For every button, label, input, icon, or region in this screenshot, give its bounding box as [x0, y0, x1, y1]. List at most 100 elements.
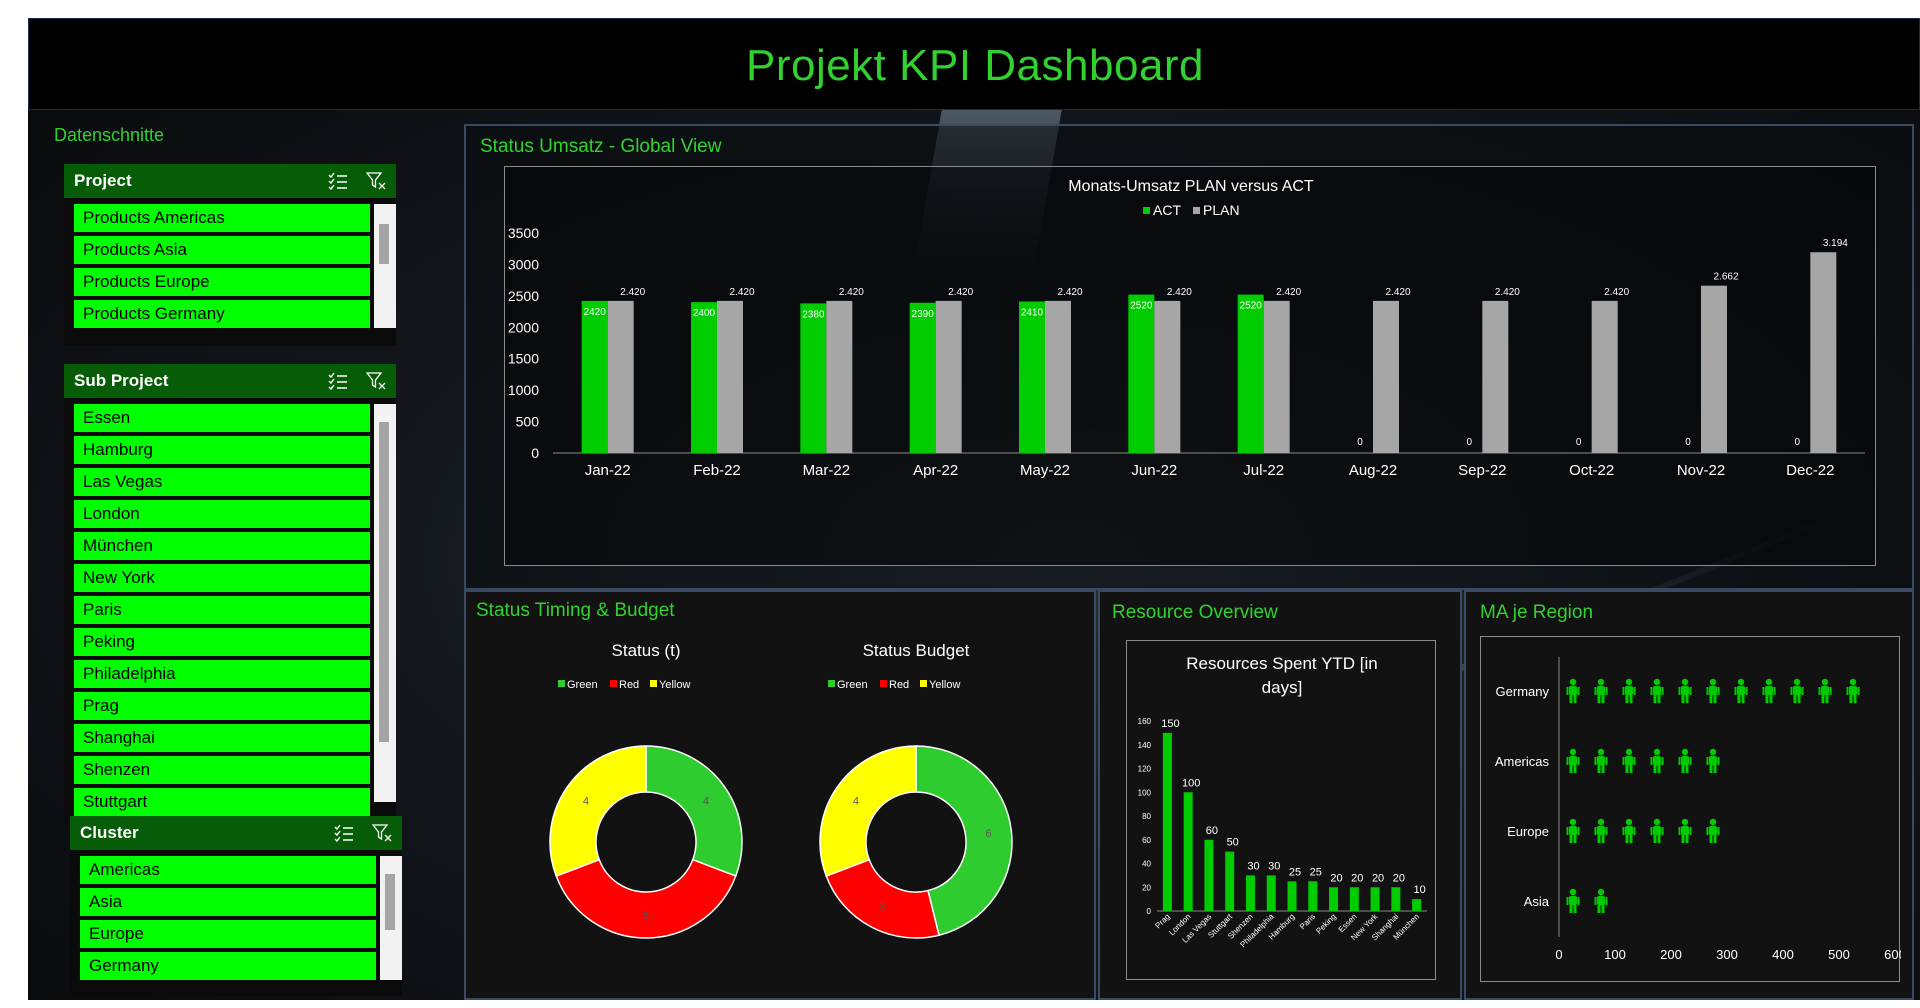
person-icon: [1790, 678, 1804, 703]
y-tick-label: 20: [1142, 883, 1151, 892]
status-t-donut-chart: Status (t) Green Red Yellow 4 5 4: [549, 641, 743, 939]
multi-select-icon[interactable]: [328, 372, 348, 390]
slicer-item[interactable]: Products Europe: [74, 268, 370, 296]
act-data-label: 0: [1795, 437, 1801, 448]
slicer-title: Project: [74, 171, 132, 190]
multi-select-icon[interactable]: [328, 172, 348, 190]
slicer-scrollbar[interactable]: [374, 204, 396, 328]
plan-bar: [935, 300, 962, 453]
slicer-header: Project: [64, 164, 396, 198]
legend-swatch: [920, 680, 927, 687]
slicer-item[interactable]: London: [74, 500, 370, 528]
x-tick-label: Sep-22: [1458, 462, 1506, 479]
slicer-item[interactable]: Asia: [80, 888, 376, 916]
slicer-item[interactable]: Europe: [80, 920, 376, 948]
slicer-item[interactable]: Hamburg: [74, 436, 370, 464]
legend-swatch: [828, 680, 835, 687]
plan-data-label: 2.662: [1713, 272, 1738, 283]
slicer-item[interactable]: Las Vegas: [74, 468, 370, 496]
act-data-label: 0: [1685, 437, 1691, 448]
y-tick-label: 60: [1142, 836, 1151, 845]
slicer-item[interactable]: Paris: [74, 596, 370, 624]
bar-data-label: 20: [1330, 872, 1342, 884]
slicer-item[interactable]: Essen: [74, 404, 370, 432]
region-chart-frame: 0 100 200 300 400 500 600 Germany Americas Europe…: [1480, 636, 1906, 982]
y-tick-label: 140: [1138, 741, 1152, 750]
slicer-items: Products Americas Products Asia Products…: [74, 204, 370, 332]
x-tick-label: Jun-22: [1131, 462, 1177, 479]
slicer-title: Sub Project: [74, 371, 169, 390]
slicer-items: Americas Asia Europe Germany: [80, 856, 376, 982]
act-data-label: 2420: [584, 307, 607, 318]
clear-filter-icon[interactable]: [372, 824, 392, 842]
legend-entry: Red: [889, 679, 909, 691]
person-icon: [1622, 748, 1636, 773]
slicer-item[interactable]: Americas: [80, 856, 376, 884]
y-tick-label: 3000: [508, 256, 539, 272]
y-tick-label: 1500: [508, 351, 539, 367]
plan-bar: [607, 300, 634, 453]
plan-data-label: 2.420: [839, 287, 864, 298]
slicer-item[interactable]: Shenzen: [74, 756, 370, 784]
plan-data-label: 2.420: [620, 287, 645, 298]
bar-data-label: 100: [1182, 777, 1200, 789]
resource-bar: [1329, 887, 1339, 911]
x-tick-label: 400: [1772, 947, 1794, 962]
person-icon: [1594, 748, 1608, 773]
resource-bar: [1370, 887, 1380, 911]
plan-bar: [1482, 300, 1509, 453]
slicer-scrollbar[interactable]: [380, 856, 402, 980]
person-icon: [1678, 678, 1692, 703]
multi-select-icon[interactable]: [334, 824, 354, 842]
plan-data-label: 2.420: [1057, 287, 1082, 298]
person-icon: [1594, 818, 1608, 843]
panel-title: Resource Overview: [1112, 602, 1278, 623]
legend-swatch: [1193, 207, 1200, 214]
umsatz-chart-frame: Monats-Umsatz PLAN versus ACT ACT PLAN 0 500…: [504, 166, 1876, 566]
slicer-item[interactable]: Products Germany: [74, 300, 370, 328]
act-data-label: 2520: [1240, 301, 1263, 312]
x-tick-label: Prag: [1153, 912, 1171, 930]
y-tick-label: 160: [1138, 717, 1152, 726]
slicer-item[interactable]: Germany: [80, 952, 376, 980]
scroll-thumb[interactable]: [385, 874, 395, 930]
person-icon: [1706, 678, 1720, 703]
y-tick-label: 100: [1138, 788, 1152, 797]
slicer-item[interactable]: Products Americas: [74, 204, 370, 232]
clear-filter-icon[interactable]: [366, 172, 386, 190]
slicer-item[interactable]: München: [74, 532, 370, 560]
person-icon: [1706, 818, 1720, 843]
slicer-item[interactable]: Products Asia: [74, 236, 370, 264]
plan-data-label: 2.420: [948, 287, 973, 298]
act-data-label: 2410: [1021, 308, 1044, 319]
donut-slice: [645, 745, 743, 878]
person-icon: [1650, 818, 1664, 843]
plan-data-label: 2.420: [1604, 287, 1629, 298]
legend-swatch: [1143, 207, 1150, 214]
clear-filter-icon[interactable]: [366, 372, 386, 390]
plan-data-label: 2.420: [1385, 287, 1410, 298]
slicer-item[interactable]: Shanghai: [74, 724, 370, 752]
x-tick-label: Jan-22: [585, 462, 631, 479]
scroll-thumb[interactable]: [379, 422, 389, 742]
slicer-item[interactable]: Prag: [74, 692, 370, 720]
slicer-item[interactable]: Stuttgart: [74, 788, 370, 816]
slicer-sub-project: Sub Project Essen Hamburg Las Vegas Lond…: [64, 364, 396, 824]
slicer-cluster: Cluster Americas Asia Europe Germany: [70, 816, 402, 996]
person-icon: [1594, 888, 1608, 913]
act-data-label: 2520: [1130, 301, 1153, 312]
y-tick-label: 500: [516, 414, 540, 430]
panel-timing-budget: Status Timing & Budget Status (t) Green Re…: [464, 590, 1096, 1000]
slicer-scrollbar[interactable]: [374, 404, 396, 802]
scroll-thumb[interactable]: [379, 224, 389, 264]
donut-slice: [549, 745, 647, 878]
slicer-item[interactable]: Peking: [74, 628, 370, 656]
plan-bar: [1701, 285, 1727, 453]
act-data-label: 2390: [912, 309, 935, 320]
y-tick-label: 80: [1142, 812, 1151, 821]
slicer-item[interactable]: Philadelphia: [74, 660, 370, 688]
panel-title: MA je Region: [1480, 602, 1594, 623]
panel-resource-overview: Resource Overview Resources Spent YTD [i…: [1098, 590, 1462, 1000]
slicer-item[interactable]: New York: [74, 564, 370, 592]
plan-bar: [1154, 300, 1181, 453]
